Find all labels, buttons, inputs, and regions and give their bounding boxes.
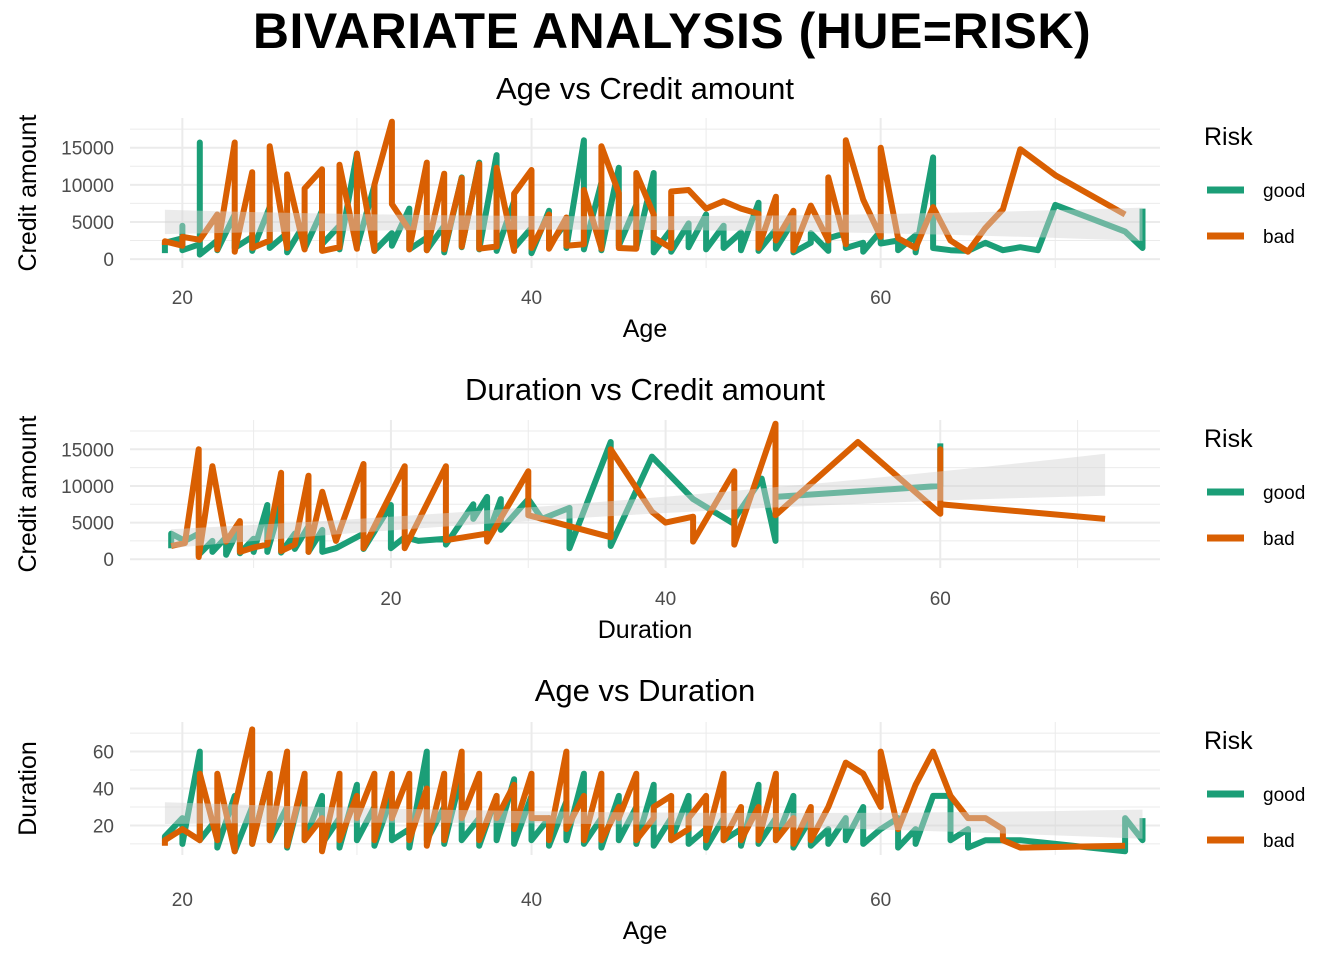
y-tick-label: 60 bbox=[93, 743, 114, 764]
legend-label-good: good bbox=[1263, 483, 1305, 504]
trend-confidence-band bbox=[164, 802, 1143, 839]
y-tick-label: 15000 bbox=[61, 440, 114, 461]
y-tick-label: 40 bbox=[93, 780, 114, 801]
series-line-bad bbox=[161, 118, 1127, 255]
chart-panel-3: 20 40 60 20 40 60 Age vs Duration Age Duration Ri… bbox=[14, 673, 1305, 945]
chart-title: Age vs Duration bbox=[535, 673, 756, 708]
x-tick-label: 40 bbox=[655, 589, 676, 610]
series-line-good bbox=[161, 748, 1146, 855]
trend-confidence-band bbox=[171, 453, 1106, 548]
series-line-bad bbox=[170, 420, 1106, 560]
y-tick-label: 5000 bbox=[72, 213, 114, 234]
y-tick-label: 5000 bbox=[72, 514, 114, 535]
legend-label-good: good bbox=[1263, 785, 1305, 806]
chart-panel-1: 20 40 60 0 5000 10000 15000 Age vs Credit amoun… bbox=[14, 71, 1305, 343]
page-title: BIVARIATE ANALYSIS (HUE=RISK) bbox=[252, 3, 1092, 59]
legend-label-bad: bad bbox=[1263, 529, 1295, 550]
y-tick-label: 10000 bbox=[61, 176, 114, 197]
legend-label-bad: bad bbox=[1263, 227, 1295, 248]
x-tick-label: 20 bbox=[172, 890, 193, 911]
legend-title: Risk bbox=[1204, 123, 1253, 151]
y-tick-label: 0 bbox=[103, 250, 114, 271]
y-tick-label: 0 bbox=[103, 550, 114, 571]
x-tick-label: 60 bbox=[870, 288, 891, 309]
legend-label-bad: bad bbox=[1263, 831, 1295, 852]
x-axis-title: Duration bbox=[598, 616, 693, 644]
chart-title: Duration vs Credit amount bbox=[465, 372, 825, 407]
y-axis-title: Credit amount bbox=[14, 114, 42, 271]
series-line-bad bbox=[161, 726, 1126, 855]
x-tick-label: 40 bbox=[521, 288, 542, 309]
x-tick-label: 60 bbox=[870, 890, 891, 911]
trend-confidence-band bbox=[164, 207, 1143, 241]
legend-label-good: good bbox=[1263, 181, 1305, 202]
y-axis-title: Credit amount bbox=[14, 415, 42, 572]
x-tick-label: 20 bbox=[380, 589, 401, 610]
x-axis-title: Age bbox=[623, 917, 667, 945]
legend-title: Risk bbox=[1204, 727, 1253, 755]
chart-panel-2: 20 40 60 0 5000 10000 15000 Duration vs Credit … bbox=[14, 372, 1305, 644]
y-axis-title: Duration bbox=[14, 741, 42, 836]
series-line-good bbox=[168, 439, 944, 558]
chart-title: Age vs Credit amount bbox=[496, 71, 794, 106]
series-line-good bbox=[161, 137, 1146, 258]
y-tick-label: 20 bbox=[93, 816, 114, 837]
x-axis-title: Age bbox=[623, 315, 667, 343]
x-tick-label: 20 bbox=[172, 288, 193, 309]
legend-title: Risk bbox=[1204, 425, 1253, 453]
x-tick-label: 40 bbox=[521, 890, 542, 911]
y-tick-label: 10000 bbox=[61, 477, 114, 498]
x-tick-label: 60 bbox=[930, 589, 951, 610]
y-tick-label: 15000 bbox=[61, 139, 114, 160]
